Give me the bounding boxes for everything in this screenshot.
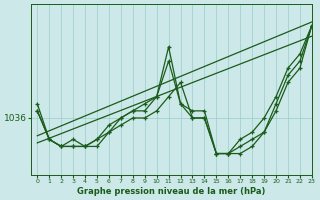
X-axis label: Graphe pression niveau de la mer (hPa): Graphe pression niveau de la mer (hPa) [77,187,266,196]
